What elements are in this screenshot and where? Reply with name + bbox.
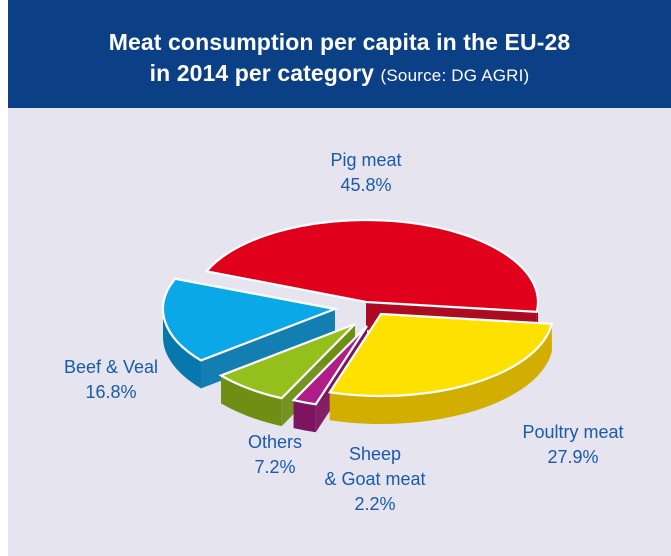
pie-label-pig-meat: Pig meat 45.8% (330, 150, 401, 195)
chart-title-line-2-main: in 2014 per category (150, 60, 374, 86)
pie-slices-layer (163, 220, 552, 432)
chart-title-line-1: Meat consumption per capita in the EU-28 (8, 27, 671, 58)
pie-label-others: Others 7.2% (248, 432, 302, 477)
pie-label-poultry-meat: Poultry meat 27.9% (522, 422, 623, 467)
chart-title-line-2: in 2014 per category (Source: DG AGRI) (8, 58, 671, 91)
pie-label-sheep-goat-meat: Sheep & Goat meat 2.2% (324, 444, 425, 514)
pie-label-beef-veal: Beef & Veal 16.8% (64, 357, 158, 402)
chart-header: Meat consumption per capita in the EU-28… (8, 0, 671, 108)
chart-source: (Source: DG AGRI) (381, 66, 530, 85)
pie-chart-svg: Pig meat 45.8% Poultry meat 27.9% Sheep & G… (8, 108, 671, 556)
